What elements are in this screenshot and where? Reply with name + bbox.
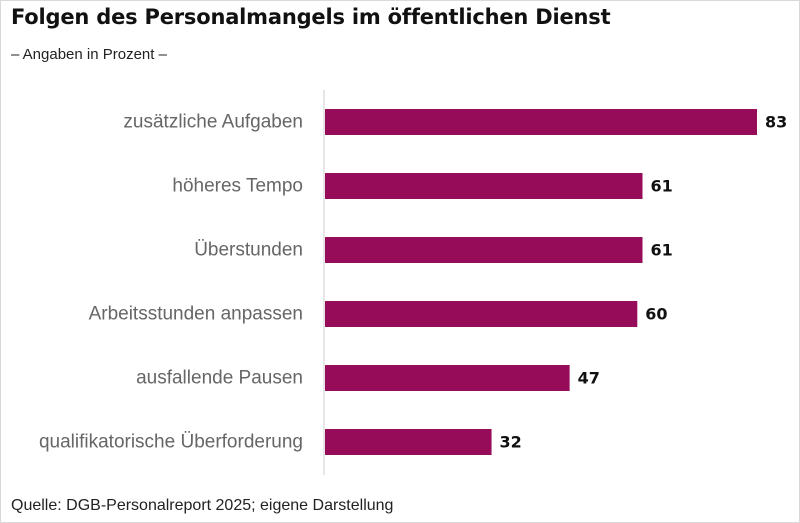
value-label: 61 (650, 177, 672, 196)
chart-title: Folgen des Personalmangels im öffentlich… (11, 5, 611, 29)
bar (325, 429, 492, 455)
value-label: 47 (578, 369, 600, 388)
value-label: 32 (500, 433, 522, 452)
category-label: zusätzliche Aufgaben (123, 112, 303, 133)
category-label: Überstunden (194, 240, 303, 261)
category-label: ausfallende Pausen (136, 368, 303, 389)
bar (325, 301, 638, 327)
bar (325, 237, 643, 263)
category-label: höheres Tempo (172, 176, 303, 197)
chart-subtitle: – Angaben in Prozent – (11, 46, 167, 63)
bar (325, 173, 643, 199)
category-label: qualifikatorische Überforderung (39, 432, 303, 453)
value-label: 60 (645, 305, 667, 324)
bar (325, 109, 757, 135)
source-note: Quelle: DGB-Personalreport 2025; eigene … (11, 497, 394, 514)
value-label: 83 (765, 113, 787, 132)
bar (325, 365, 570, 391)
value-label: 61 (650, 241, 672, 260)
category-label: Arbeitsstunden anpassen (89, 304, 303, 325)
